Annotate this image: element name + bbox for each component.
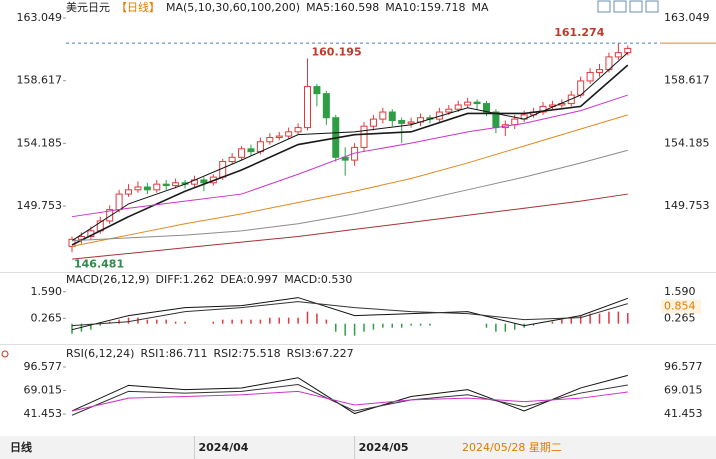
legend-item: 【日线】 bbox=[116, 0, 160, 14]
candle-body bbox=[228, 156, 236, 163]
series-line bbox=[71, 149, 628, 242]
candle-body bbox=[172, 182, 180, 187]
candle-body bbox=[614, 52, 622, 58]
icon[interactable] bbox=[613, 0, 627, 13]
candle-body bbox=[162, 183, 170, 187]
candle-body bbox=[454, 104, 462, 110]
high-annotation: 160.195 bbox=[312, 45, 362, 58]
candle-body bbox=[143, 186, 151, 191]
legend-item: RSI3:67.227 bbox=[287, 347, 354, 360]
candle-body bbox=[294, 127, 302, 133]
series-line bbox=[71, 114, 628, 247]
series-line bbox=[71, 390, 628, 412]
legend-item: DIFF:1.262 bbox=[156, 273, 215, 286]
y-tick-label: 41.453 bbox=[24, 407, 63, 420]
icon[interactable] bbox=[597, 0, 611, 13]
series-line bbox=[71, 297, 628, 331]
series-line bbox=[71, 384, 628, 416]
legend-item: MACD(26,12,9) bbox=[66, 273, 150, 286]
y-tick-label: 158.617 bbox=[17, 74, 63, 87]
candle-body bbox=[341, 156, 349, 161]
candle-body bbox=[322, 93, 330, 119]
high-annotation: 161.274 bbox=[554, 26, 604, 39]
settings-icon[interactable] bbox=[1, 350, 9, 358]
candle-body bbox=[106, 209, 114, 222]
candle-body bbox=[464, 101, 472, 106]
y-tick-label-right: 69.015 bbox=[664, 383, 703, 396]
candle-body bbox=[200, 179, 208, 184]
x-tick-label: 2024/05 bbox=[359, 441, 409, 454]
marker-label: 0.854 bbox=[664, 300, 696, 313]
series-line bbox=[71, 193, 628, 260]
candle-body bbox=[473, 101, 481, 105]
y-tick-label: 1.590 bbox=[31, 285, 63, 298]
low-annotation: 146.481 bbox=[74, 257, 124, 270]
y-tick-label: 163.049 bbox=[17, 11, 63, 24]
candle-body bbox=[360, 125, 368, 148]
candle-body bbox=[125, 189, 133, 195]
legend-item: MA10:159.718 bbox=[385, 1, 465, 14]
y-tick-label-right: 0.265 bbox=[664, 311, 696, 324]
candle-body bbox=[275, 135, 283, 138]
legend-item: RSI(6,12,24) bbox=[66, 347, 134, 360]
series-line bbox=[71, 301, 628, 327]
y-tick-label: 154.185 bbox=[17, 136, 63, 149]
y-tick-label-right: 149.753 bbox=[664, 199, 710, 212]
legend-item: MA5:160.598 bbox=[306, 1, 379, 14]
candle-body bbox=[445, 108, 453, 113]
candle-body bbox=[511, 118, 519, 126]
candle-body bbox=[539, 105, 547, 113]
candle-body bbox=[285, 131, 293, 137]
y-tick-label: 149.753 bbox=[17, 199, 63, 212]
series-line bbox=[71, 94, 628, 218]
candle-body bbox=[586, 71, 594, 82]
legend-item: DEA:0.997 bbox=[220, 273, 278, 286]
y-tick-label: 69.015 bbox=[24, 383, 63, 396]
series-line bbox=[71, 64, 629, 246]
candle-body bbox=[398, 120, 406, 124]
footer-period: 日线 bbox=[10, 440, 32, 454]
legend-item: MA bbox=[472, 1, 489, 14]
legend-item: RSI1:86.711 bbox=[140, 347, 207, 360]
x-tick-label: 2024/04 bbox=[198, 441, 248, 454]
toolbar-icons[interactable] bbox=[597, 0, 659, 13]
y-tick-label-right: 158.617 bbox=[664, 74, 710, 87]
y-tick-label-right: 154.185 bbox=[664, 136, 710, 149]
candle-body bbox=[266, 137, 274, 143]
candle-body bbox=[407, 121, 415, 124]
candle-body bbox=[134, 186, 142, 191]
candle-body bbox=[115, 193, 123, 211]
candle-body bbox=[313, 86, 321, 95]
legend-item: RSI2:75.518 bbox=[214, 347, 281, 360]
candle-body bbox=[304, 86, 311, 129]
y-tick-label: 96.577 bbox=[24, 360, 63, 373]
candle-body bbox=[247, 148, 255, 153]
legend-item: 美元日元 bbox=[66, 1, 110, 14]
marker-bg bbox=[661, 299, 701, 314]
candle-body bbox=[624, 47, 632, 54]
legend-item: MA(5,10,30,60,100,200) bbox=[166, 1, 300, 14]
candle-body bbox=[238, 148, 246, 158]
y-tick-label-right: 163.049 bbox=[664, 11, 710, 24]
cursor-date: 2024/05/28 星期二 bbox=[462, 441, 562, 454]
y-tick-label-right: 96.577 bbox=[664, 360, 703, 373]
y-tick-label: 0.265 bbox=[31, 311, 63, 324]
legend-item: MACD:0.530 bbox=[284, 273, 352, 286]
candle-body bbox=[596, 69, 604, 73]
candle-body bbox=[379, 111, 387, 120]
series-line bbox=[71, 374, 628, 415]
candle-body bbox=[369, 118, 377, 127]
y-tick-label-right: 41.453 bbox=[664, 407, 703, 420]
icon[interactable] bbox=[629, 0, 643, 13]
icon[interactable] bbox=[645, 0, 659, 13]
candle-body bbox=[153, 183, 161, 191]
footer-bar bbox=[0, 436, 716, 459]
candle-body bbox=[388, 111, 396, 122]
y-tick-label-right: 1.590 bbox=[664, 285, 696, 298]
